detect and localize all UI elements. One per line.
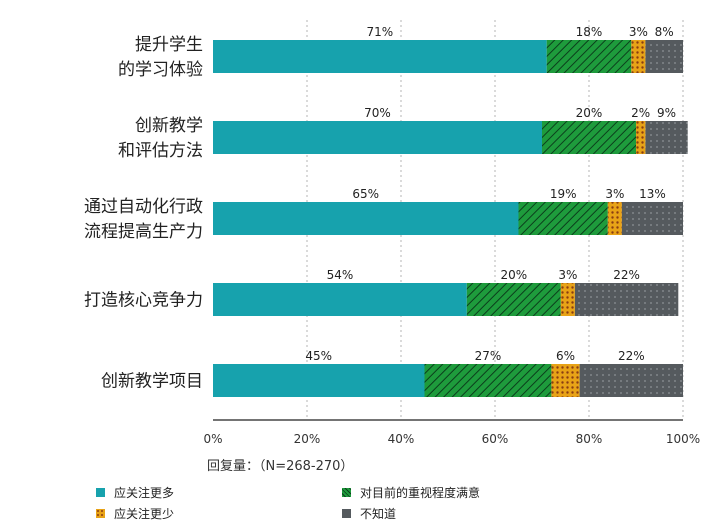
value-label: 22% <box>613 268 640 282</box>
category-label: 打造核心竞争力 <box>84 291 203 311</box>
legend-label: 不知道 <box>360 507 397 521</box>
value-label: 6% <box>556 349 575 363</box>
legend-swatch-orange <box>96 509 105 518</box>
legend-swatch-teal <box>96 488 105 497</box>
legend-label: 应关注更少 <box>114 507 175 521</box>
legend-label: 应关注更多 <box>114 486 175 500</box>
category-label: 创新教学项目 <box>101 372 203 392</box>
value-label: 71% <box>367 25 394 39</box>
value-label: 2% <box>631 106 650 120</box>
bars-group <box>213 40 688 397</box>
bar-segment-more <box>213 202 519 235</box>
value-label: 19% <box>550 187 577 201</box>
legend-item-unknown: 不知道 <box>342 505 396 522</box>
category-label: 提升学生 <box>135 35 203 55</box>
legend-item-satisfied: 对目前的重视程度满意 <box>342 484 480 501</box>
x-tick-label: 80% <box>576 432 603 446</box>
value-label: 45% <box>305 349 332 363</box>
bar-segment-less <box>551 364 580 397</box>
bar-segment-less <box>560 283 575 316</box>
bar-segment-satisfied <box>424 364 552 397</box>
bar-segment-unknown <box>621 202 683 235</box>
category-label: 流程提高生产力 <box>84 222 203 242</box>
stacked-bar-chart: 71% 18% 3% 8% 70% 20% 2% 9% 65% 19% 3% 13% 54% 20% 3% 2… <box>84 20 700 446</box>
value-label: 65% <box>352 187 379 201</box>
bar-segment-satisfied <box>466 283 561 316</box>
category-labels-group: 提升学生的学习体验创新教学和评估方法通过自动化行政流程提高生产力打造核心竞争力创… <box>84 35 203 392</box>
category-label: 创新教学 <box>135 116 203 136</box>
bar-segment-less <box>607 202 622 235</box>
value-label: 3% <box>605 187 624 201</box>
value-label: 20% <box>500 268 527 282</box>
value-label: 27% <box>475 349 502 363</box>
x-tick-label: 20% <box>294 432 321 446</box>
value-label: 9% <box>657 106 676 120</box>
value-label: 3% <box>558 268 577 282</box>
value-label: 20% <box>576 106 603 120</box>
category-label: 的学习体验 <box>118 60 203 80</box>
value-label: 13% <box>639 187 666 201</box>
bar-segment-less <box>631 40 646 73</box>
value-label: 18% <box>576 25 603 39</box>
value-labels-group: 71% 18% 3% 8% 70% 20% 2% 9% 65% 19% 3% 13% 54% 20% 3% 2… <box>305 25 676 363</box>
value-label: 22% <box>618 349 645 363</box>
bar-segment-unknown <box>645 121 688 154</box>
x-tick-label: 60% <box>482 432 509 446</box>
bar-segment-less <box>636 121 646 154</box>
x-tick-label: 0% <box>203 432 222 446</box>
bar-segment-unknown <box>579 364 683 397</box>
legend-item-more: 应关注更多 <box>96 484 174 501</box>
legend-label: 对目前的重视程度满意 <box>360 486 481 500</box>
x-tick-label: 40% <box>388 432 415 446</box>
response-count-note: 回复量：（N=268-270） <box>207 459 354 474</box>
category-label: 和评估方法 <box>118 141 203 161</box>
value-label: 54% <box>327 268 354 282</box>
bar-segment-more <box>213 40 547 73</box>
bar-segment-unknown <box>574 283 679 316</box>
legend-swatch-gray <box>342 509 351 518</box>
x-tick-label: 100% <box>666 432 700 446</box>
bar-segment-more <box>213 283 467 316</box>
category-label: 通过自动化行政 <box>84 197 203 217</box>
bar-segment-more <box>213 121 542 154</box>
bar-segment-unknown <box>645 40 683 73</box>
value-label: 3% <box>629 25 648 39</box>
value-label: 8% <box>655 25 674 39</box>
x-tick-labels-group: 0% 20% 40% 60% 80% 100% <box>203 432 700 446</box>
bar-segment-satisfied <box>546 40 632 73</box>
bar-segment-satisfied <box>542 121 636 154</box>
bar-segment-satisfied <box>518 202 608 235</box>
legend-item-less: 应关注更少 <box>96 505 174 522</box>
value-label: 70% <box>364 106 391 120</box>
bar-segment-more <box>213 364 425 397</box>
legend-swatch-green <box>342 488 351 497</box>
